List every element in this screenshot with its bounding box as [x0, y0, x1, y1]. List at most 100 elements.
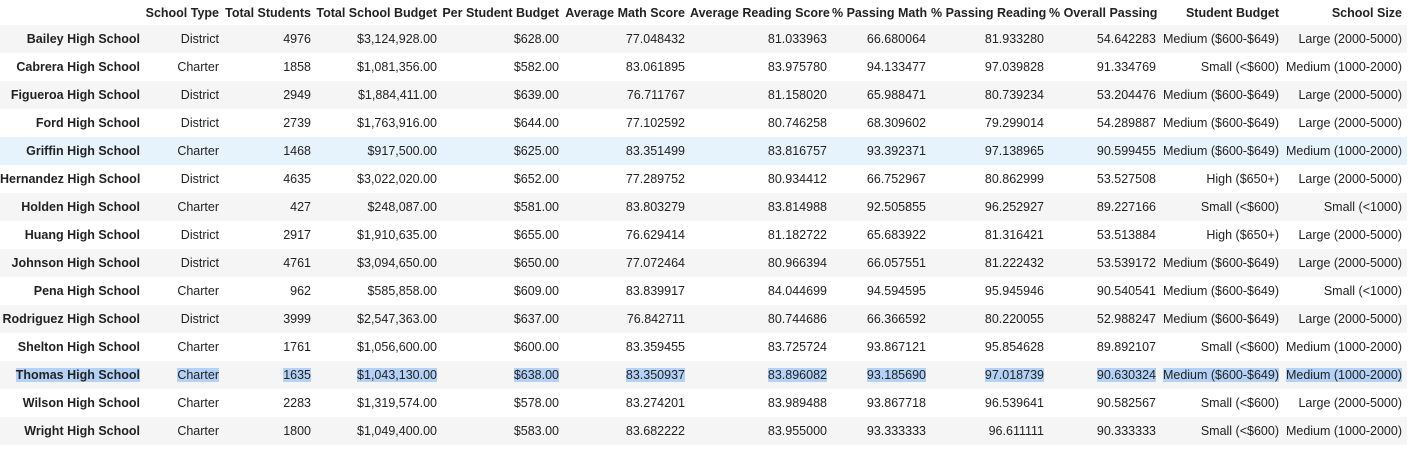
- table-cell: Large (2000-5000): [1284, 221, 1407, 249]
- table-cell: 66.057551: [832, 249, 931, 277]
- table-cell: Charter: [145, 193, 224, 221]
- table-cell: 93.867718: [832, 389, 931, 417]
- table-cell: 93.392371: [832, 137, 931, 165]
- table-cell-text: 53.527508: [1096, 172, 1156, 186]
- column-header: Total Students: [224, 0, 316, 25]
- table-cell: 90.599455: [1049, 137, 1161, 165]
- table-cell: $581.00: [442, 193, 564, 221]
- table-body: Bailey High School District 4976 $3,124,928…: [0, 25, 1407, 445]
- table-cell-text: Medium (1000-2000): [1285, 368, 1402, 382]
- table-cell: 66.680064: [832, 25, 931, 53]
- table-cell-text: Medium ($600-$649): [1162, 312, 1279, 326]
- table-cell: $1,056,600.00: [316, 333, 442, 361]
- column-header-text: School Type: [145, 5, 219, 20]
- table-cell-text: 66.366592: [866, 312, 926, 326]
- table-cell: $3,022,020.00: [316, 165, 442, 193]
- row-label: Ford High School: [0, 109, 145, 137]
- table-cell: Medium ($600-$649): [1161, 249, 1284, 277]
- table-cell-text: $1,056,600.00: [357, 340, 437, 354]
- table-cell-text: 1635: [283, 368, 311, 382]
- table-cell-text: 2283: [283, 396, 311, 410]
- table-cell-text: 83.803279: [625, 200, 685, 214]
- table-cell: 76.711767: [564, 81, 690, 109]
- table-cell-text: 90.540541: [1096, 284, 1156, 298]
- table-cell-text: 89.227166: [1096, 200, 1156, 214]
- table-cell: $1,049,400.00: [316, 417, 442, 445]
- table-cell-text: $585,858.00: [367, 284, 437, 298]
- table-cell-text: $639.00: [513, 88, 559, 102]
- table-cell: Charter: [145, 277, 224, 305]
- header-row: School Type Total Students Total School Bu…: [0, 0, 1407, 25]
- table-cell-text: $581.00: [513, 200, 559, 214]
- table-cell-text: $578.00: [513, 396, 559, 410]
- table-cell: Medium ($600-$649): [1161, 137, 1284, 165]
- table-cell-text: 97.039828: [984, 60, 1044, 74]
- table-cell-text: District: [180, 228, 219, 242]
- table-cell: 53.204476: [1049, 81, 1161, 109]
- table-cell: Medium (1000-2000): [1284, 361, 1407, 389]
- table-cell: 4635: [224, 165, 316, 193]
- table-cell: 90.333333: [1049, 417, 1161, 445]
- table-cell-text: 96.539641: [984, 396, 1044, 410]
- table-cell-text: 53.539172: [1096, 256, 1156, 270]
- row-label: Bailey High School: [0, 25, 145, 53]
- table-cell-text: 4976: [283, 32, 311, 46]
- table-cell: Charter: [145, 137, 224, 165]
- table-cell: 77.072464: [564, 249, 690, 277]
- table-cell-text: 83.975780: [767, 60, 827, 74]
- table-cell: $600.00: [442, 333, 564, 361]
- table-cell: 52.988247: [1049, 305, 1161, 333]
- table-cell-text: 96.252927: [984, 200, 1044, 214]
- table-cell: 81.033963: [690, 25, 832, 53]
- table-cell-text: 90.630324: [1096, 368, 1156, 382]
- table-cell: 76.842711: [564, 305, 690, 333]
- table-cell: 1635: [224, 361, 316, 389]
- table-cell: 81.316421: [931, 221, 1049, 249]
- table-cell-text: Small (<$600): [1200, 200, 1279, 214]
- table-cell-text: 96.611111: [988, 424, 1044, 438]
- table-cell: District: [145, 81, 224, 109]
- row-label-text: Holden High School: [21, 200, 140, 214]
- table-cell-text: 2739: [283, 116, 311, 130]
- column-header-text: Average Math Score: [565, 5, 685, 20]
- column-header: Total School Budget: [316, 0, 442, 25]
- row-label: Cabrera High School: [0, 53, 145, 81]
- table-cell: 80.862999: [931, 165, 1049, 193]
- table-cell: 89.227166: [1049, 193, 1161, 221]
- table-cell: $625.00: [442, 137, 564, 165]
- table-cell-text: $1,043,130.00: [357, 368, 437, 382]
- table-cell: 54.642283: [1049, 25, 1161, 53]
- column-header-text: Total Students: [225, 5, 311, 20]
- table-cell: Medium ($600-$649): [1161, 25, 1284, 53]
- table-cell: $3,124,928.00: [316, 25, 442, 53]
- table-cell-text: 76.842711: [626, 312, 685, 326]
- table-cell: $1,081,356.00: [316, 53, 442, 81]
- table-cell: High ($650+): [1161, 165, 1284, 193]
- table-cell: $578.00: [442, 389, 564, 417]
- column-header-text: % Overall Passing: [1049, 5, 1158, 20]
- table-cell-text: $1,910,635.00: [357, 228, 437, 242]
- table-cell-text: 79.299014: [984, 116, 1044, 130]
- column-header: Average Math Score: [564, 0, 690, 25]
- row-label: Thomas High School: [0, 361, 145, 389]
- table-cell-text: 83.682222: [625, 424, 685, 438]
- table-row: Thomas High School Charter 1635 $1,043,130.…: [0, 361, 1407, 389]
- table-cell: Large (2000-5000): [1284, 305, 1407, 333]
- table-cell-text: Medium (1000-2000): [1285, 424, 1402, 438]
- column-header-text: Average Reading Score: [690, 5, 830, 20]
- table-cell-text: 93.867121: [866, 340, 926, 354]
- table-cell-text: $917,500.00: [367, 144, 437, 158]
- table-cell-text: High ($650+): [1206, 172, 1279, 186]
- table-cell: Medium (1000-2000): [1284, 333, 1407, 361]
- table-cell-text: 3999: [283, 312, 311, 326]
- table-cell: 962: [224, 277, 316, 305]
- column-header-text: % Passing Math: [832, 5, 928, 20]
- table-cell-text: District: [180, 172, 219, 186]
- table-cell: District: [145, 165, 224, 193]
- table-cell-text: 90.333333: [1096, 424, 1156, 438]
- row-label-text: Thomas High School: [15, 368, 140, 382]
- table-cell-text: Large (2000-5000): [1298, 32, 1402, 46]
- table-cell: 96.252927: [931, 193, 1049, 221]
- table-cell-text: $582.00: [513, 60, 559, 74]
- table-cell-text: Charter: [177, 424, 219, 438]
